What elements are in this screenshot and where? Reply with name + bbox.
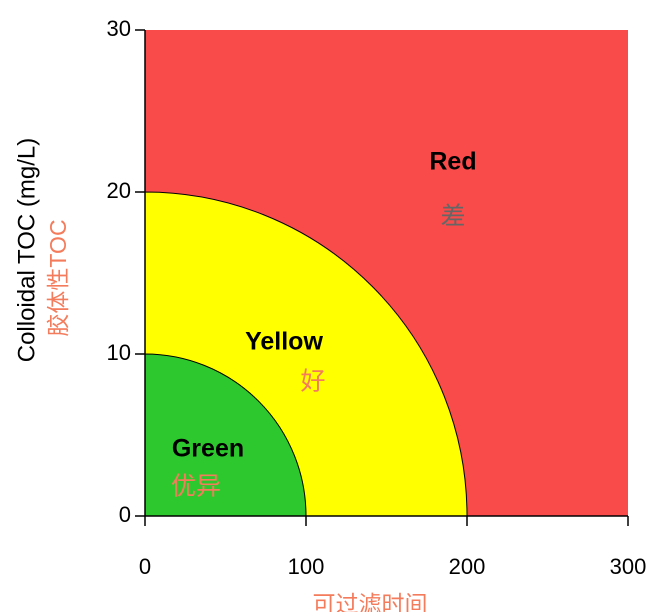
zone-label: 优异 [171,473,221,501]
y-tick-label: 10 [107,340,131,365]
x-tick-label: 200 [449,554,486,579]
zone-name: Yellow [245,328,323,356]
zone-name: Green [172,435,244,463]
x-tick-label: 0 [139,554,151,579]
y-axis-label-cn: 胶体性TOC [45,219,71,336]
zone-name: Red [429,148,476,176]
x-tick-label: 100 [288,554,325,579]
zone-label: 好 [300,368,325,396]
x-axis-label: 可过滤时间 [313,591,428,612]
y-tick-label: 20 [107,178,131,203]
y-tick-label: 0 [119,502,131,527]
x-tick-label: 300 [610,554,647,579]
zone [144,353,307,517]
y-tick-label: 30 [107,16,131,41]
zone-label: 差 [440,203,465,231]
y-axis-label: Colloidal TOC (mg/L) [13,138,40,363]
